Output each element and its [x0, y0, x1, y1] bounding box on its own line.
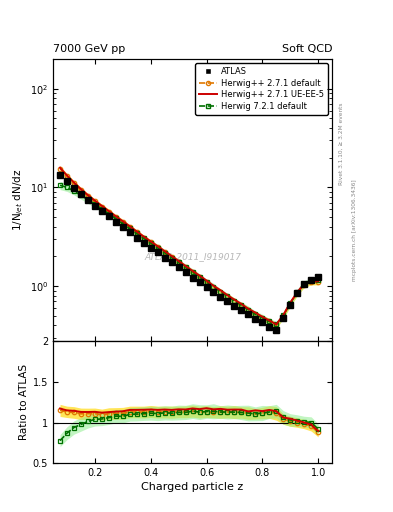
X-axis label: Charged particle z: Charged particle z — [141, 482, 244, 493]
Text: Rivet 3.1.10, ≥ 3.2M events: Rivet 3.1.10, ≥ 3.2M events — [339, 102, 344, 185]
Text: ATLAS_2011_I919017: ATLAS_2011_I919017 — [144, 252, 241, 261]
Text: 7000 GeV pp: 7000 GeV pp — [53, 44, 125, 54]
Y-axis label: 1/N$_{jet}$ dN/dz: 1/N$_{jet}$ dN/dz — [11, 168, 26, 231]
Y-axis label: Ratio to ATLAS: Ratio to ATLAS — [18, 364, 29, 440]
Text: mcplots.cern.ch [arXiv:1306.3436]: mcplots.cern.ch [arXiv:1306.3436] — [352, 180, 357, 281]
Text: Soft QCD: Soft QCD — [282, 44, 332, 54]
Legend: ATLAS, Herwig++ 2.7.1 default, Herwig++ 2.7.1 UE-EE-5, Herwig 7.2.1 default: ATLAS, Herwig++ 2.7.1 default, Herwig++ … — [195, 63, 328, 115]
